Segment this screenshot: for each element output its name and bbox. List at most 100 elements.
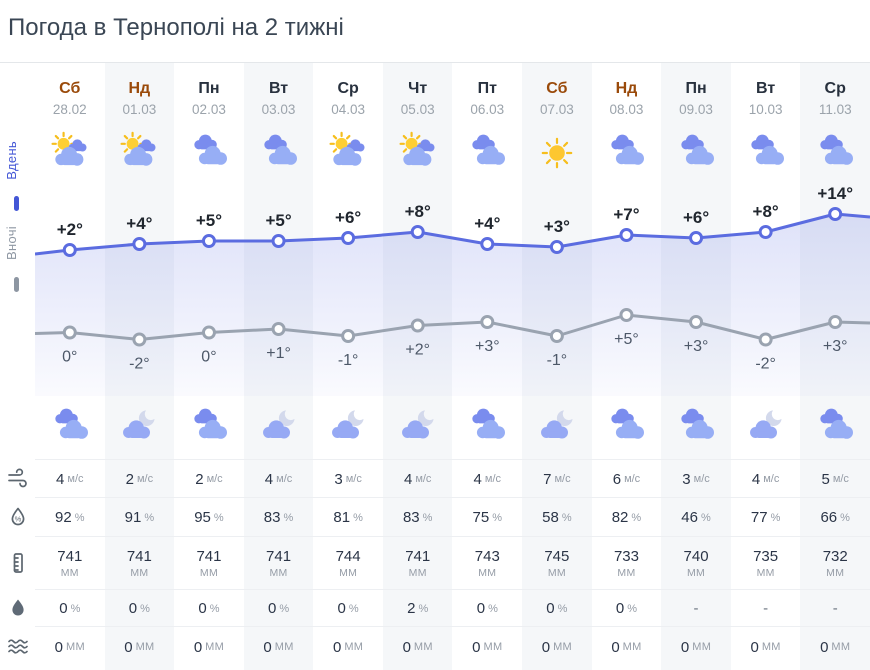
day-temp-label: +4° [474, 214, 500, 233]
wind-value: 4 м/с [264, 470, 293, 488]
weather-icon-cell [244, 128, 314, 178]
wind-value: 5 м/с [821, 470, 849, 488]
night-temp-point [271, 322, 286, 336]
precip_mm-value: 0 мм [680, 638, 712, 656]
day-name: Сб [546, 80, 568, 97]
day-date: 06.03 [470, 102, 505, 117]
day-name: Ср [337, 80, 359, 97]
night-temp-label: +3° [475, 338, 500, 355]
night-temp-label: -2° [755, 356, 776, 373]
day-header[interactable]: Ср 04.03 [313, 78, 383, 119]
cloudy-icon [263, 134, 297, 165]
weather-icon-cell [731, 396, 801, 458]
humidity-value: 46% [681, 509, 711, 526]
svg-text:%: % [14, 514, 21, 523]
weather-icon-cell [174, 396, 244, 458]
precip-amount-icon [7, 639, 28, 654]
sun-cloud-icon [120, 131, 156, 166]
weather-icon-cell [661, 128, 731, 178]
day-date: 07.03 [539, 102, 574, 117]
cloudy-icon [472, 134, 506, 165]
day-temp-label: +8° [405, 202, 431, 221]
moon-cloud-icon [262, 410, 295, 439]
day-name: Ср [824, 80, 846, 97]
cloudy-icon [681, 134, 715, 165]
wind-value: 7 м/с [543, 470, 571, 488]
day-header[interactable]: Пт 06.03 [453, 78, 523, 119]
day-date: 08.03 [609, 102, 644, 117]
humidity-value: 81% [333, 509, 363, 526]
night-temp-point [689, 315, 704, 329]
day-date: 09.03 [679, 102, 713, 117]
weather-icon-cell [105, 128, 175, 178]
temperature-chart: +2° +4° +5° +5° +6° +8° +4° +3° +7° +6° +8° +14° 0° -… [35, 184, 870, 396]
day-header[interactable]: Пн 02.03 [174, 78, 244, 119]
day-temp-label: +14° [817, 184, 853, 203]
day-date: 04.03 [331, 102, 366, 117]
day-name: Нд [128, 80, 151, 97]
cloudy-icon [611, 408, 645, 439]
wind-value: 6 м/с [612, 470, 641, 488]
pressure-value: 741 мм [405, 547, 431, 580]
day-temp-label: +8° [753, 202, 779, 221]
weather-icon-cell [800, 396, 870, 458]
day-name: Пт [477, 80, 497, 97]
weather-icon-cell [383, 128, 453, 178]
precip_mm-value: 0 мм [54, 638, 85, 656]
precip_prob-value: - [832, 600, 838, 617]
night-temp-point [410, 318, 425, 333]
night-temp-line [35, 313, 870, 341]
cloudy-icon [472, 408, 506, 439]
day-header[interactable]: Сб 07.03 [522, 78, 592, 119]
precip_mm-value: 0 мм [750, 638, 781, 656]
night-temp-point [619, 308, 634, 322]
humidity-icon: % [11, 507, 24, 525]
day-header[interactable]: Вт 03.03 [244, 78, 314, 119]
day-temp-point [689, 231, 704, 245]
day-temp-label: +4° [126, 214, 152, 233]
weather-icon-cell [105, 396, 175, 458]
weather-icon-cell [522, 396, 592, 458]
humidity-value: 92% [55, 509, 85, 526]
precip_mm-value: 0 мм [124, 638, 155, 656]
precip-probability-icon [11, 599, 24, 615]
night-temp-label: -1° [338, 352, 359, 369]
humidity-icon-rail: % [0, 497, 35, 536]
humidity-value: 91% [124, 509, 155, 526]
precip_prob-value: 2% [407, 600, 429, 617]
night-temp-point [62, 325, 77, 340]
weather-icon-cell [731, 128, 801, 178]
day-temp-label: +3° [544, 217, 570, 236]
day-header[interactable]: Нд 08.03 [592, 78, 662, 119]
title-divider [0, 62, 870, 63]
night-temp-label: 0° [201, 349, 216, 366]
night-temp-point [549, 329, 564, 343]
weather-icon-cell [453, 396, 523, 458]
day-header[interactable]: Чт 05.03 [383, 78, 453, 119]
weather-icon-cell [592, 128, 662, 178]
night-temp-label: -1° [547, 352, 568, 369]
moon-cloud-icon [401, 410, 434, 439]
wind-value: 4 м/с [751, 470, 780, 488]
pressure-value: 733 мм [613, 547, 639, 580]
moon-cloud-icon [749, 410, 782, 439]
legend-night-label: Вночі [4, 226, 19, 260]
night-temp-label: +2° [405, 342, 430, 359]
day-date: 28.02 [52, 102, 87, 117]
pressure-value: 741 мм [57, 547, 83, 580]
day-temp-label: +7° [613, 205, 639, 224]
wind-value: 4 м/с [56, 470, 84, 488]
day-header[interactable]: Сб 28.02 [35, 78, 105, 119]
day-header[interactable]: Вт 10.03 [731, 78, 801, 119]
night-temp-label: +1° [266, 345, 291, 362]
precip_mm-value: 0 мм [402, 638, 433, 656]
day-header[interactable]: Нд 01.03 [105, 78, 175, 119]
wind-value: 2 м/с [195, 470, 223, 488]
day-header[interactable]: Ср 11.03 [800, 78, 870, 119]
moon-cloud-icon [540, 410, 573, 439]
weather-icon-cell [522, 128, 592, 178]
day-header[interactable]: Пн 09.03 [661, 78, 731, 119]
pressure-value: 743 мм [474, 547, 500, 580]
day-name: Нд [615, 80, 638, 97]
night-temp-label: 0° [62, 349, 77, 366]
